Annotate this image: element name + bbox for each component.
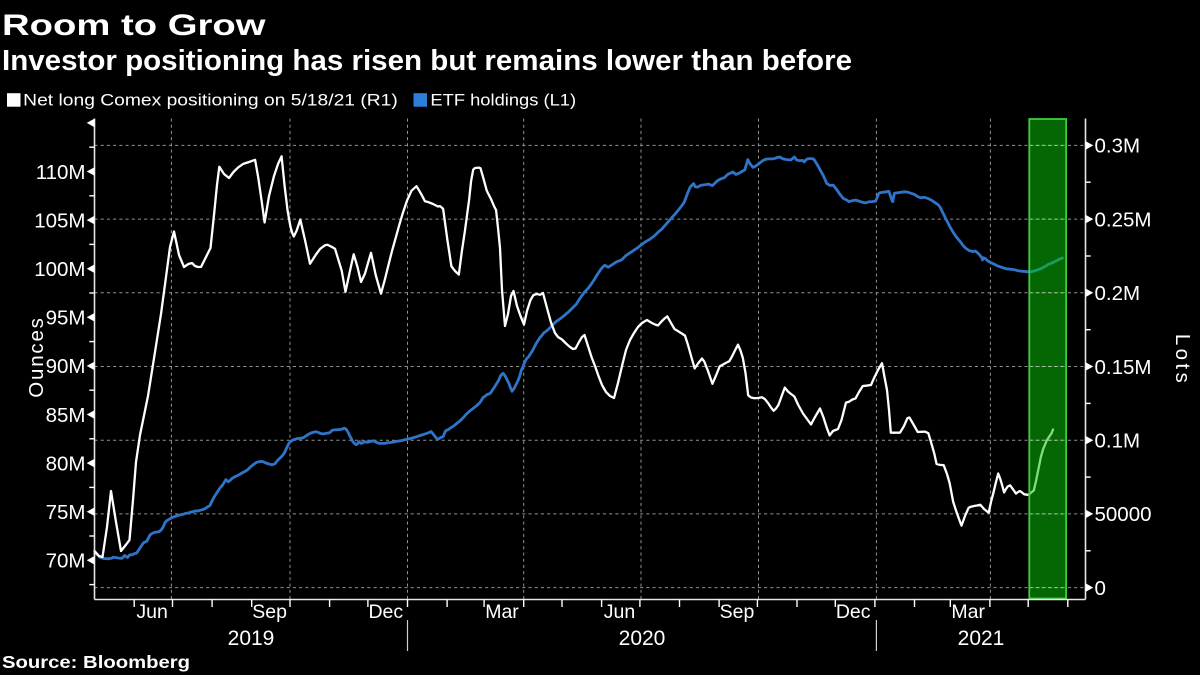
svg-text:100M: 100M [34,258,85,281]
svg-text:0.15M: 0.15M [1095,356,1152,379]
svg-text:Room to Grow: Room to Grow [2,9,266,42]
svg-text:Investor positioning has risen: Investor positioning has risen but remai… [2,45,852,77]
svg-text:95M: 95M [46,307,86,330]
svg-text:0.2M: 0.2M [1095,282,1141,305]
svg-text:Lots: Lots [1171,334,1194,386]
svg-text:2020: 2020 [619,627,666,650]
svg-text:2019: 2019 [228,627,275,650]
svg-text:Mar: Mar [485,601,519,623]
svg-text:Ounces: Ounces [25,316,48,397]
svg-text:Jun: Jun [136,601,167,623]
svg-text:Dec: Dec [368,601,403,623]
svg-text:110M: 110M [36,161,86,184]
svg-text:Mar: Mar [951,601,985,623]
svg-text:ETF holdings (L1): ETF holdings (L1) [430,92,576,110]
svg-text:Jun: Jun [604,601,635,623]
svg-text:0.3M: 0.3M [1095,135,1141,158]
svg-text:80M: 80M [46,452,86,475]
svg-text:105M: 105M [34,209,85,232]
svg-text:50000: 50000 [1095,503,1152,526]
svg-text:Net long Comex positioning on: Net long Comex positioning on 5/18/21 (R… [23,92,398,110]
svg-text:85M: 85M [46,404,86,427]
svg-text:70M: 70M [46,550,86,573]
svg-text:Sep: Sep [720,601,755,623]
svg-text:Source: Bloomberg: Source: Bloomberg [2,652,190,672]
svg-text:90M: 90M [46,355,86,378]
svg-text:2021: 2021 [958,627,1005,650]
svg-text:0.25M: 0.25M [1095,208,1152,231]
svg-text:0: 0 [1095,577,1106,600]
svg-text:75M: 75M [46,501,86,524]
svg-text:Sep: Sep [252,601,287,623]
svg-text:Dec: Dec [836,601,871,623]
svg-text:0.1M: 0.1M [1095,430,1141,453]
